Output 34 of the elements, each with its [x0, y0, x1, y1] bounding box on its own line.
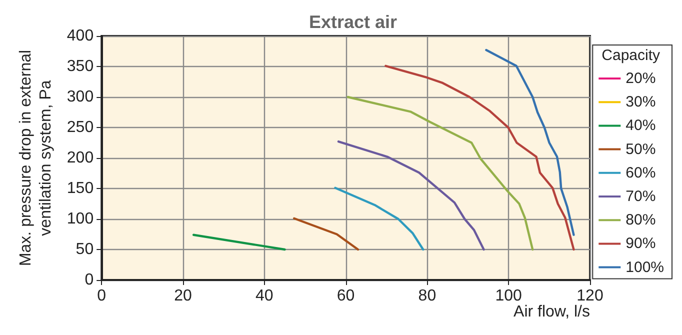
y-tick-label: 100 [66, 210, 94, 228]
x-tick-label: 40 [256, 288, 274, 304]
chart-title: Extract air [308, 12, 398, 32]
x-tick-label: 80 [418, 288, 436, 304]
y-tick-label: 250 [66, 119, 94, 136]
line-series [384, 64, 575, 251]
y-tick-label: 400 [66, 28, 94, 44]
legend-label: 40% [626, 117, 656, 134]
legend-label: 90% [626, 235, 656, 252]
x-tick-label: 100 [495, 288, 522, 304]
line-series [485, 48, 575, 236]
y-tick-label: 50 [76, 241, 94, 258]
legend-label: 30% [626, 94, 656, 111]
y-tick-label: 200 [66, 150, 94, 166]
x-tick-label: 60 [336, 288, 355, 304]
legend-label: 80% [626, 212, 656, 229]
y-tick-label: 350 [66, 58, 94, 75]
x-axis-title: Air flow, l/s [514, 304, 590, 320]
legend-label: 50% [626, 140, 656, 158]
line-series [334, 186, 424, 251]
y-tick-label: 300 [66, 88, 94, 106]
legend-label: 70% [626, 188, 656, 205]
legend-label: 20% [626, 70, 656, 87]
line-series [337, 140, 485, 251]
y-axis-title: Max. pressure drop in external ventilation system, Pa [18, 50, 54, 266]
legend-title: Capacity [602, 47, 660, 64]
y-tick-label: 150 [66, 180, 94, 197]
y-tick-label: 0 [84, 272, 94, 288]
x-tick-label: 0 [97, 288, 106, 304]
x-tick-label: 120 [576, 288, 604, 304]
line-series [346, 96, 534, 251]
legend-label: 60% [626, 164, 656, 182]
legend-label: 100% [626, 258, 664, 276]
x-tick-label: 20 [174, 288, 192, 304]
